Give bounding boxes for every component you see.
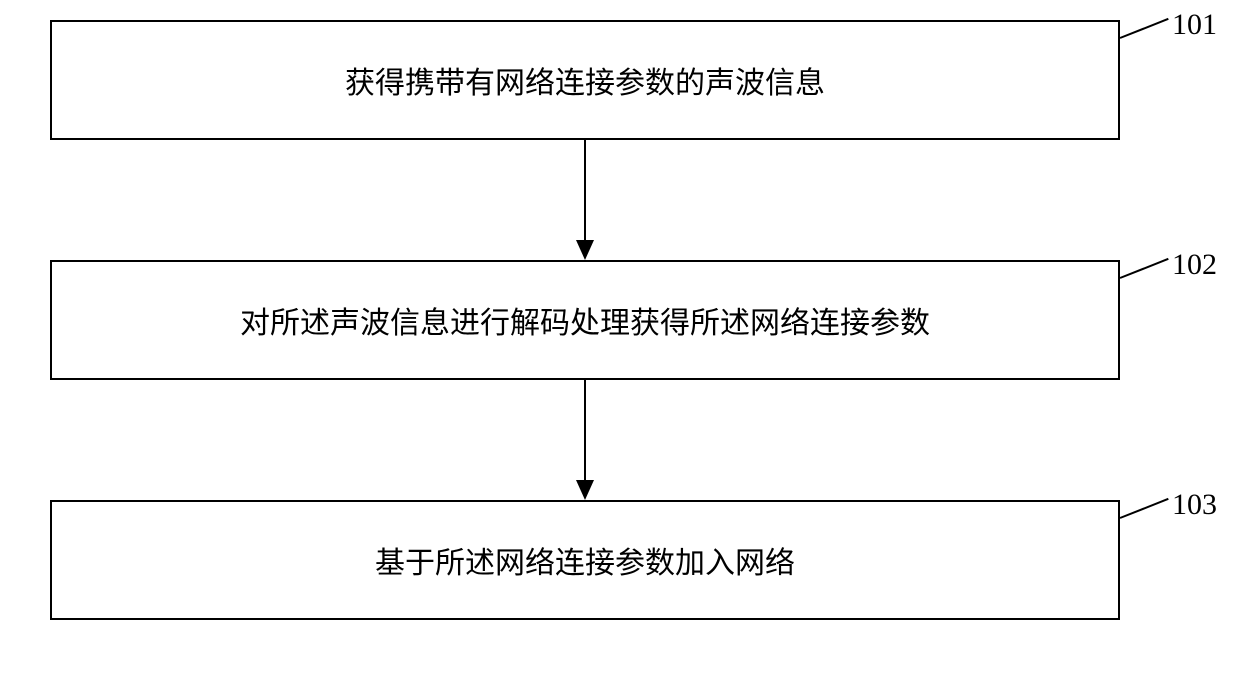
flow-step-1-text: 获得携带有网络连接参数的声波信息 — [345, 58, 825, 102]
flow-step-1: 获得携带有网络连接参数的声波信息 — [50, 20, 1120, 140]
flow-step-3: 基于所述网络连接参数加入网络 — [50, 500, 1120, 620]
step-number-102-text: 102 — [1172, 248, 1217, 281]
arrow-2 — [576, 380, 594, 500]
flow-step-2-text: 对所述声波信息进行解码处理获得所述网络连接参数 — [240, 298, 930, 342]
step-number-103: 103 — [1172, 488, 1217, 522]
arrow-1 — [576, 140, 594, 260]
step-number-103-text: 103 — [1172, 488, 1217, 521]
flow-step-2: 对所述声波信息进行解码处理获得所述网络连接参数 — [50, 260, 1120, 380]
step-number-101-text: 101 — [1172, 8, 1217, 41]
callout-line-2 — [1120, 258, 1169, 279]
callout-line-3 — [1120, 498, 1169, 519]
step-number-101: 101 — [1172, 8, 1217, 42]
callout-line-1 — [1120, 18, 1169, 39]
flow-step-3-text: 基于所述网络连接参数加入网络 — [375, 538, 795, 582]
step-number-102: 102 — [1172, 248, 1217, 282]
flowchart-canvas: { "type": "flowchart", "canvas": { "widt… — [0, 0, 1240, 690]
